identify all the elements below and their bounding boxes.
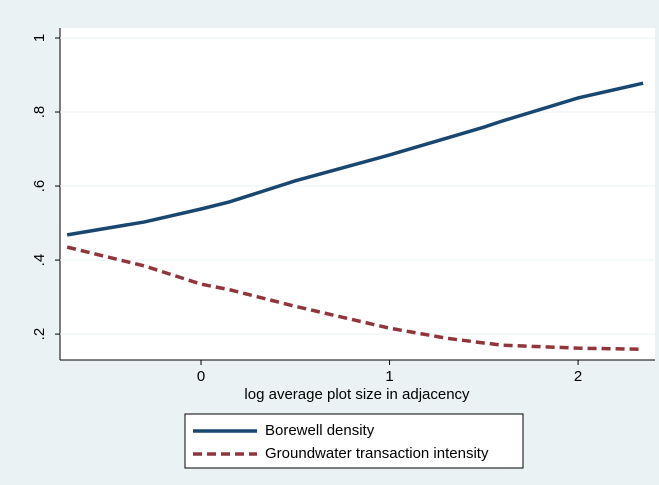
line-series	[66, 81, 644, 237]
plot-area	[60, 28, 655, 360]
x-axis-title: log average plot size in adjacency	[244, 386, 470, 403]
y-tick-label: .8	[31, 106, 48, 119]
x-tick-label: 2	[574, 368, 582, 385]
y-tick-label: .6	[31, 180, 48, 193]
line-series	[66, 245, 644, 352]
x-tick-label: 1	[385, 368, 393, 385]
y-tick-label: .2	[31, 328, 48, 341]
y-tick-label: .4	[31, 254, 48, 267]
legend-label: Borewell density	[265, 422, 375, 439]
legend	[184, 413, 524, 469]
y-tick-label: 1	[31, 34, 48, 42]
x-tick-label: 0	[197, 368, 205, 385]
legend-label: Groundwater transaction intensity	[265, 445, 489, 462]
